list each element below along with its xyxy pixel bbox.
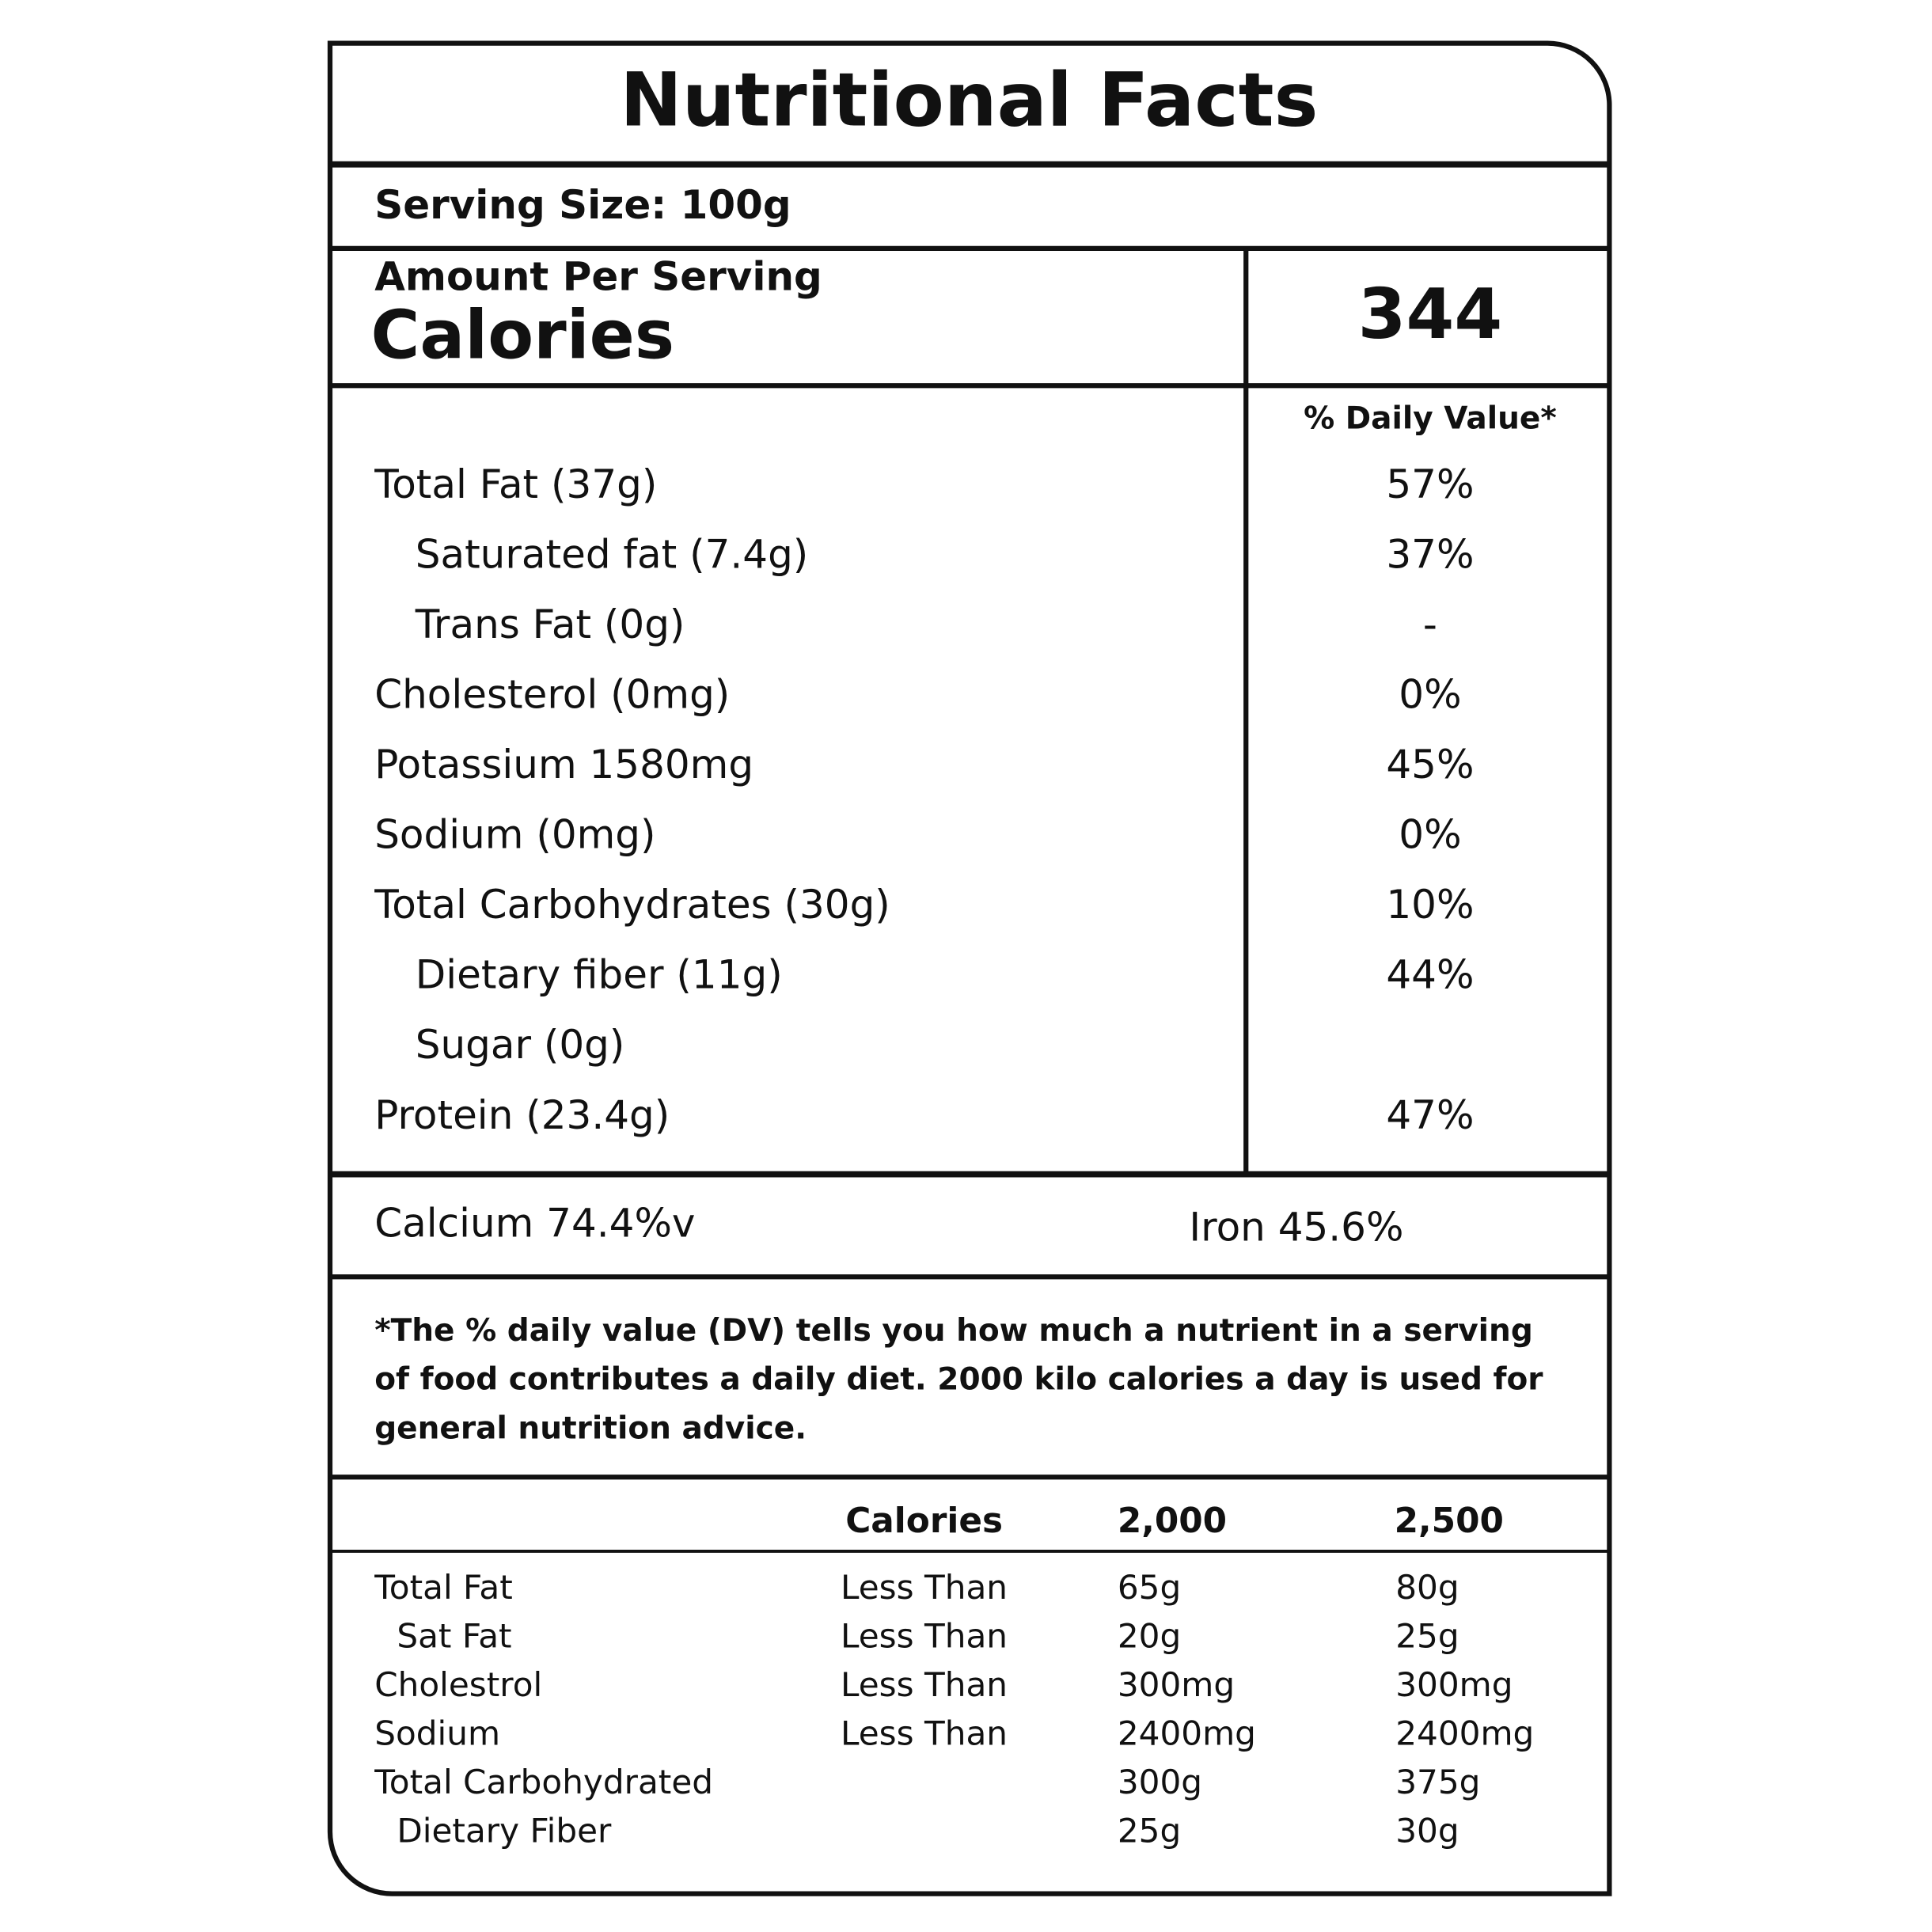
- calcium: Calcium 74.4%v: [374, 1201, 695, 1247]
- ref-header: 2,000: [1118, 1501, 1227, 1541]
- nutrient-name: Total Carbohydrates (30g): [374, 882, 890, 928]
- nutrient-name: Saturated fat (7.4g): [416, 531, 809, 577]
- label-border: [327, 40, 1612, 1896]
- ref-name: Total Carbohydrated: [374, 1763, 713, 1801]
- nutrient-dv: 37%: [1386, 531, 1474, 577]
- dividers: [329, 161, 1610, 1553]
- calories-label: Calories: [371, 296, 675, 374]
- ref-qualifier: Less Than: [841, 1665, 1008, 1704]
- ref-header: 2,500: [1395, 1501, 1504, 1541]
- ref-2000: 20g: [1118, 1616, 1181, 1655]
- ref-2500: 2400mg: [1395, 1714, 1534, 1752]
- footnote-line: general nutrition advice.: [374, 1410, 807, 1446]
- daily-value-header: % Daily Value*: [1304, 400, 1557, 436]
- ref-qualifier: Less Than: [841, 1714, 1008, 1752]
- nutrient-name: Protein (23.4g): [374, 1092, 670, 1138]
- nutrient-name: Sugar (0g): [416, 1022, 625, 1068]
- ref-2500: 300mg: [1395, 1665, 1513, 1704]
- nutrient-dv: 10%: [1386, 882, 1474, 928]
- ref-2500: 80g: [1395, 1568, 1459, 1607]
- nutrient-dv: 0%: [1399, 671, 1461, 717]
- nutrient-name: Potassium 1580mg: [374, 742, 753, 788]
- ref-name: Dietary Fiber: [397, 1812, 612, 1850]
- ref-qualifier: Less Than: [841, 1616, 1008, 1655]
- amount-per-serving: Amount Per Serving: [374, 253, 822, 299]
- ref-2000: 2400mg: [1118, 1714, 1256, 1752]
- ref-name: Total Fat: [374, 1568, 513, 1607]
- nutrient-dv: -: [1423, 602, 1437, 647]
- ref-2500: 30g: [1395, 1812, 1459, 1850]
- nutrient-dv: 0%: [1399, 812, 1461, 858]
- ref-2000: 25g: [1118, 1812, 1181, 1850]
- nutrient-name: Trans Fat (0g): [415, 602, 685, 647]
- ref-qualifier: Less Than: [841, 1568, 1008, 1607]
- ref-header: Calories: [845, 1501, 1003, 1541]
- title: Nutritional Facts: [620, 58, 1318, 144]
- footnote-line: of food contributes a daily diet. 2000 k…: [374, 1362, 1543, 1398]
- footnote-line: *The % daily value (DV) tells you how mu…: [374, 1313, 1533, 1349]
- calories-value: 344: [1358, 274, 1503, 355]
- ref-2500: 375g: [1395, 1763, 1480, 1801]
- iron: Iron 45.6%: [1189, 1204, 1403, 1250]
- nutrient-dv: 57%: [1386, 461, 1474, 507]
- serving-size: Serving Size: 100g: [374, 182, 791, 228]
- nutrient-name: Cholesterol (0mg): [374, 671, 730, 717]
- ref-name: Sat Fat: [397, 1616, 511, 1655]
- nutrient-name: Sodium (0mg): [374, 812, 655, 858]
- ref-2000: 300mg: [1118, 1665, 1235, 1704]
- ref-2000: 300g: [1118, 1763, 1202, 1801]
- ref-2000: 65g: [1118, 1568, 1181, 1607]
- nutrient-dv: 47%: [1386, 1092, 1474, 1138]
- nutrient-dv: 44%: [1386, 952, 1474, 998]
- nutrient-dv: 45%: [1386, 742, 1474, 788]
- ref-name: Cholestrol: [374, 1665, 542, 1704]
- ref-2500: 25g: [1395, 1616, 1459, 1655]
- ref-name: Sodium: [374, 1714, 500, 1752]
- nutrient-name: Total Fat (37g): [374, 461, 657, 507]
- nutrient-name: Dietary fiber (11g): [416, 952, 783, 998]
